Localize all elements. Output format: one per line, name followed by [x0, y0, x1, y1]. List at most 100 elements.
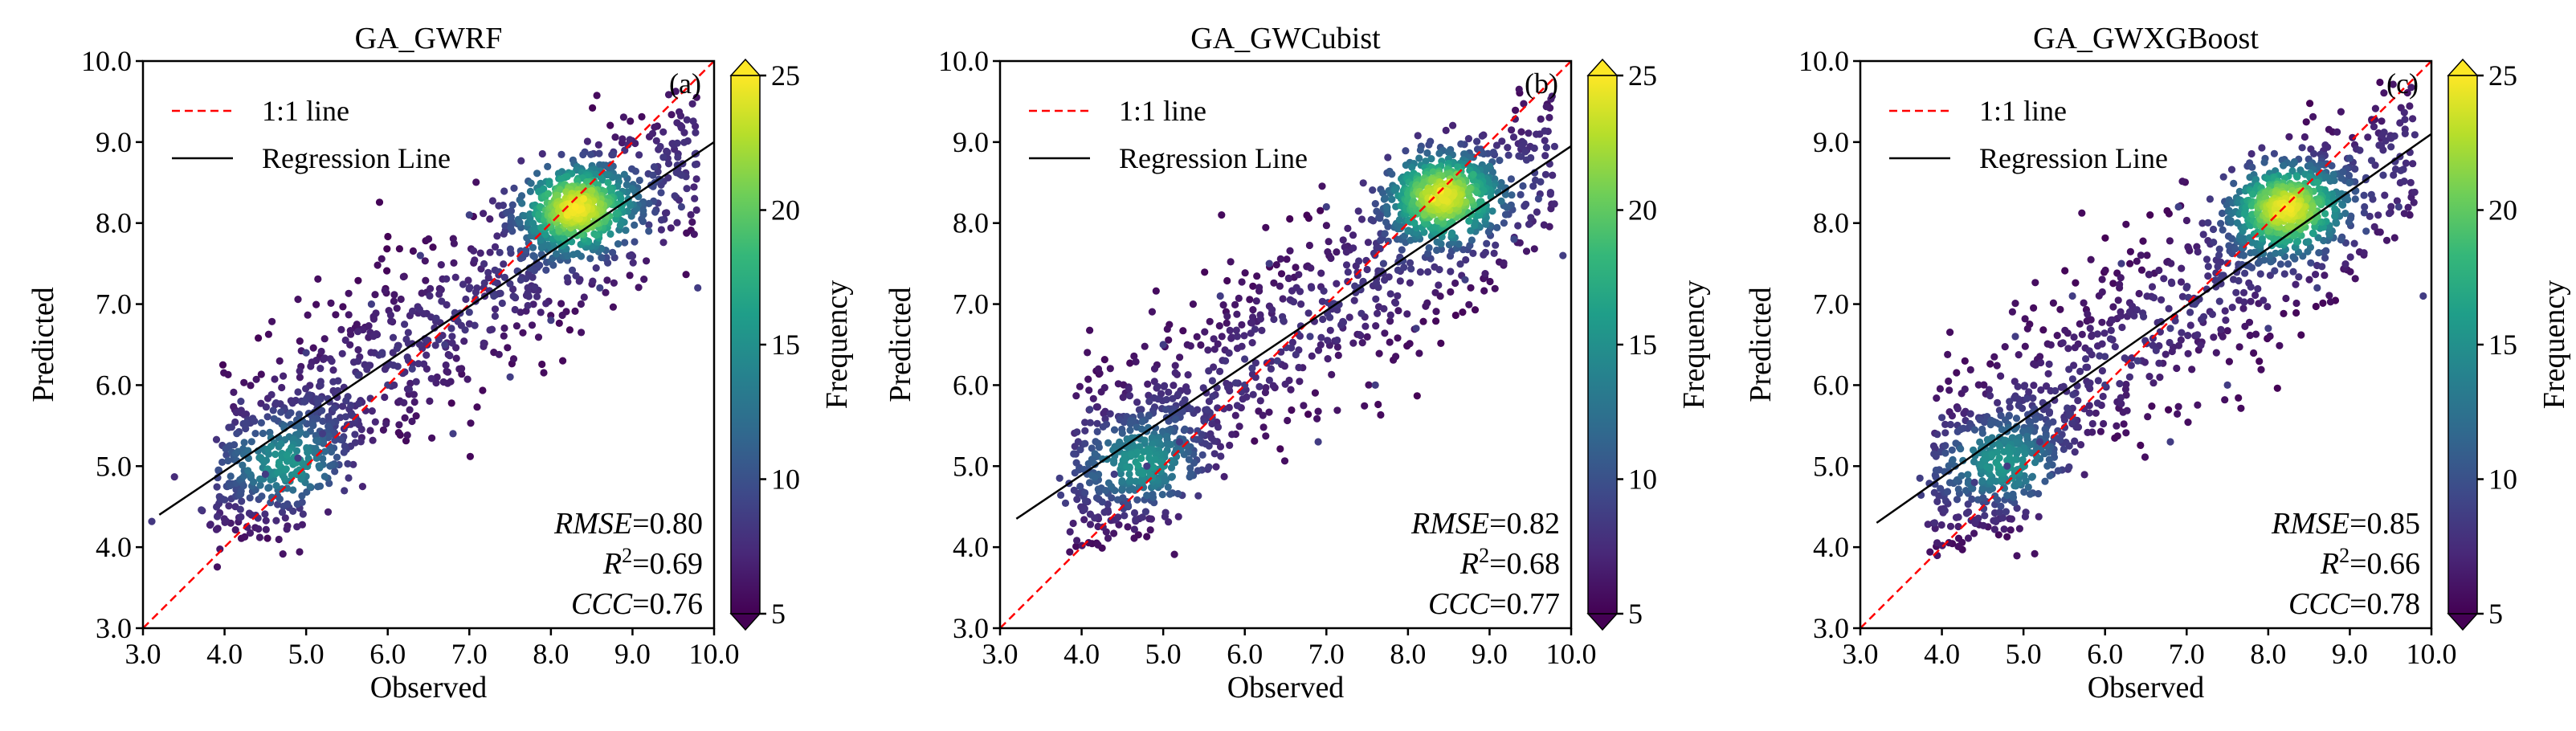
- scatter-point: [2156, 374, 2164, 382]
- scatter-point: [1500, 219, 1508, 227]
- scatter-point: [2204, 272, 2212, 280]
- scatter-point: [2054, 467, 2062, 475]
- scatter-point: [639, 206, 647, 214]
- scatter-point: [1974, 514, 1982, 522]
- data-point: [2345, 154, 2354, 162]
- scatter-point: [493, 232, 501, 240]
- data-point: [2313, 284, 2321, 292]
- scatter-panel-2: 3.03.04.04.05.05.06.06.07.07.08.08.09.09…: [884, 22, 1711, 704]
- scatter-point: [558, 311, 566, 320]
- scatter-point: [1093, 403, 1101, 411]
- scatter-point: [2015, 402, 2023, 410]
- scatter-point: [429, 243, 437, 251]
- scatter-point: [509, 285, 517, 293]
- scatter-point: [1073, 537, 1081, 545]
- scatter-point: [2325, 125, 2333, 133]
- scatter-point: [1073, 428, 1081, 436]
- scatter-point: [2021, 450, 2029, 458]
- scatter-point: [354, 357, 362, 366]
- scatter-point: [250, 478, 258, 486]
- scatter-point: [1533, 130, 1541, 138]
- scatter-point: [2258, 144, 2266, 152]
- scatter-point: [355, 399, 363, 407]
- scatter-point: [1933, 431, 1941, 439]
- scatter-point: [353, 328, 362, 336]
- scatter-point: [324, 508, 333, 517]
- scatter-point: [609, 303, 618, 311]
- scatter-point: [1525, 220, 1533, 228]
- scatter-point: [673, 218, 681, 227]
- scatter-point: [1246, 296, 1254, 304]
- data-point: [1461, 276, 1469, 284]
- scatter-point: [351, 419, 359, 427]
- scatter-point: [2070, 333, 2078, 341]
- scatter-point: [2023, 394, 2031, 402]
- scatter-point: [1171, 361, 1179, 370]
- scatter-point: [2293, 173, 2301, 181]
- scatter-point: [2101, 353, 2109, 361]
- y-tick-label: 9.0: [1813, 126, 1849, 158]
- scatter-point: [2009, 493, 2018, 501]
- scatter-point: [1371, 200, 1379, 208]
- scatter-point: [2309, 230, 2317, 238]
- scatter-point: [2276, 260, 2284, 268]
- x-tick-label: 5.0: [288, 638, 325, 670]
- scatter-point: [1197, 341, 1205, 349]
- scatter-point: [1100, 356, 1108, 364]
- scatter-point: [618, 135, 627, 143]
- scatter-point: [2338, 200, 2346, 209]
- scatter-point: [1465, 300, 1473, 308]
- scatter-point: [213, 483, 221, 491]
- scatter-point: [589, 277, 597, 285]
- x-tick-label: 4.0: [206, 638, 243, 670]
- scatter-point: [2385, 210, 2394, 218]
- scatter-point: [233, 430, 241, 438]
- scatter-point: [1249, 313, 1257, 321]
- scatter-point: [1507, 175, 1515, 183]
- scatter-point: [2006, 403, 2014, 411]
- scatter-point: [315, 462, 323, 470]
- scatter-point: [2020, 382, 2028, 390]
- scatter-point: [354, 276, 362, 284]
- scatter-point: [1308, 352, 1316, 360]
- scatter-point: [2118, 323, 2126, 332]
- scatter-point: [519, 329, 527, 337]
- scatter-point: [1073, 496, 1081, 504]
- scatter-point: [612, 210, 620, 218]
- scatter-point: [2370, 223, 2378, 231]
- colorbar-tick-label: 5: [2488, 598, 2503, 630]
- scatter-point: [657, 181, 665, 189]
- metric-r2: R2=0.69: [602, 544, 703, 581]
- scatter-point: [309, 422, 317, 430]
- x-tick-label: 9.0: [2332, 638, 2368, 670]
- scatter-point: [338, 349, 346, 357]
- scatter-point: [1334, 351, 1342, 359]
- scatter-point: [2098, 340, 2106, 348]
- scatter-point: [252, 375, 260, 383]
- scatter-point: [1145, 454, 1153, 462]
- scatter-point: [1205, 367, 1213, 375]
- scatter-point: [1186, 342, 1194, 350]
- scatter-point: [381, 287, 389, 295]
- scatter-point: [599, 161, 607, 169]
- scatter-point: [563, 274, 571, 282]
- data-point: [645, 227, 653, 235]
- scatter-point: [353, 321, 361, 329]
- data-point: [2239, 251, 2247, 259]
- scatter-point: [1154, 395, 1162, 403]
- scatter-point: [1504, 144, 1512, 152]
- scatter-point: [2007, 515, 2015, 523]
- scatter-point: [1392, 353, 1400, 361]
- scatter-point: [214, 466, 222, 475]
- scatter-point: [1248, 364, 1256, 372]
- scatter-point: [1210, 450, 1219, 458]
- data-point: [596, 284, 604, 292]
- scatter-point: [1966, 366, 1974, 374]
- scatter-point: [466, 284, 474, 292]
- scatter-point: [1189, 300, 1197, 308]
- scatter-point: [231, 526, 239, 534]
- scatter-point: [2184, 419, 2192, 427]
- scatter-point: [325, 432, 333, 440]
- scatter-point: [1231, 411, 1239, 419]
- scatter-point: [255, 334, 263, 342]
